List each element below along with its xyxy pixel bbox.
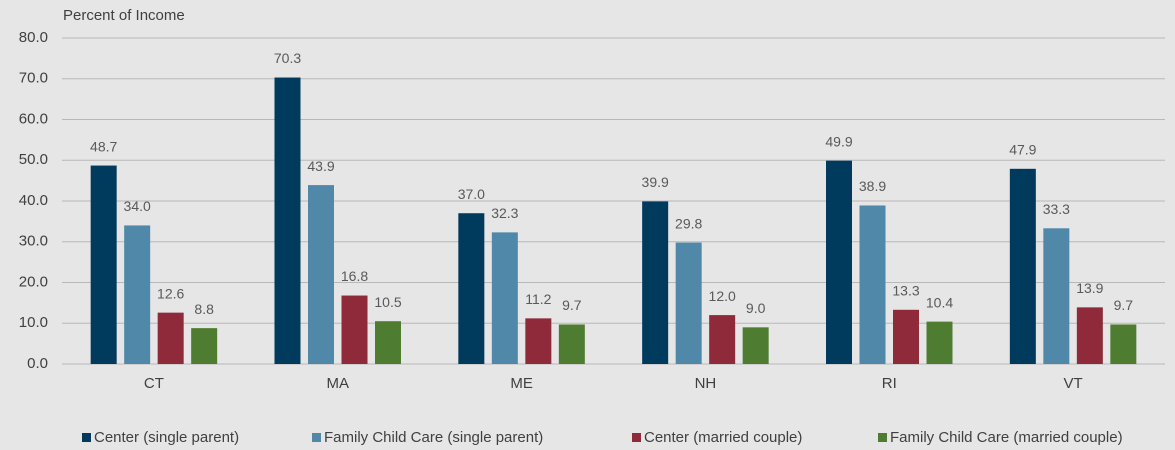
bar [826,160,852,364]
legend-swatch [632,433,641,442]
bar [191,328,218,364]
y-tick-label: 60.0 [19,110,48,127]
x-tick-label: CT [144,375,164,392]
y-tick-label: 20.0 [19,273,48,290]
data-label: 13.3 [892,283,919,299]
data-label: 33.3 [1043,201,1070,217]
bar [1110,324,1137,364]
legend-label: Family Child Care (single parent) [324,429,543,446]
bar [742,327,769,364]
bar [893,309,919,364]
bar [1043,228,1070,364]
x-tick-label: RI [882,375,897,392]
bar [375,321,401,364]
bar [558,324,585,364]
y-tick-label: 40.0 [19,192,48,209]
data-label: 48.7 [90,138,117,154]
data-label: 49.9 [825,133,852,149]
y-tick-label: 10.0 [19,314,48,331]
bar [491,232,518,364]
data-label: 9.7 [1114,297,1134,313]
x-tick-label: VT [1063,375,1082,392]
legend-swatch [312,433,321,442]
data-label: 16.8 [341,268,368,284]
data-label: 38.9 [859,178,886,194]
bar [675,242,702,364]
bar [124,225,151,364]
y-tick-label: 70.0 [19,70,48,87]
legend-label: Center (single parent) [94,429,239,446]
legend-swatch [878,433,887,442]
bar [709,315,736,364]
data-label: 12.6 [157,285,184,301]
bar [859,205,886,364]
x-tick-label: MA [327,375,350,392]
bar [458,213,485,364]
bar [274,77,301,364]
bar [308,185,334,364]
data-label: 9.7 [562,297,582,313]
y-axis-title: Percent of Income [63,7,185,24]
legend-swatch [82,433,91,442]
data-label: 32.3 [491,205,518,221]
data-label: 9.0 [746,300,766,316]
bar [1009,168,1036,364]
bar [642,201,669,364]
y-tick-label: 80.0 [19,29,48,46]
x-tick-label: ME [510,375,533,392]
data-label: 13.9 [1076,280,1103,296]
data-label: 10.5 [374,294,401,310]
legend-label: Family Child Care (married couple) [890,429,1123,446]
bar [157,312,184,364]
data-label: 43.9 [307,158,334,174]
y-tick-label: 0.0 [27,355,48,372]
data-label: 34.0 [124,198,151,214]
legend-label: Center (married couple) [644,429,802,446]
y-tick-label: 30.0 [19,233,48,250]
data-label: 39.9 [642,174,669,190]
data-label: 29.8 [675,215,702,231]
bar [341,295,368,364]
data-label: 47.9 [1009,142,1036,158]
bar [1076,307,1103,364]
bar [90,165,117,364]
data-label: 37.0 [458,186,485,202]
y-tick-label: 50.0 [19,151,48,168]
data-label: 70.3 [274,50,301,66]
data-label: 12.0 [709,288,736,304]
x-tick-label: NH [695,375,717,392]
bar [525,318,552,364]
data-label: 8.8 [194,301,214,317]
bar [926,321,953,364]
data-label: 10.4 [926,294,953,310]
data-label: 11.2 [525,291,551,307]
